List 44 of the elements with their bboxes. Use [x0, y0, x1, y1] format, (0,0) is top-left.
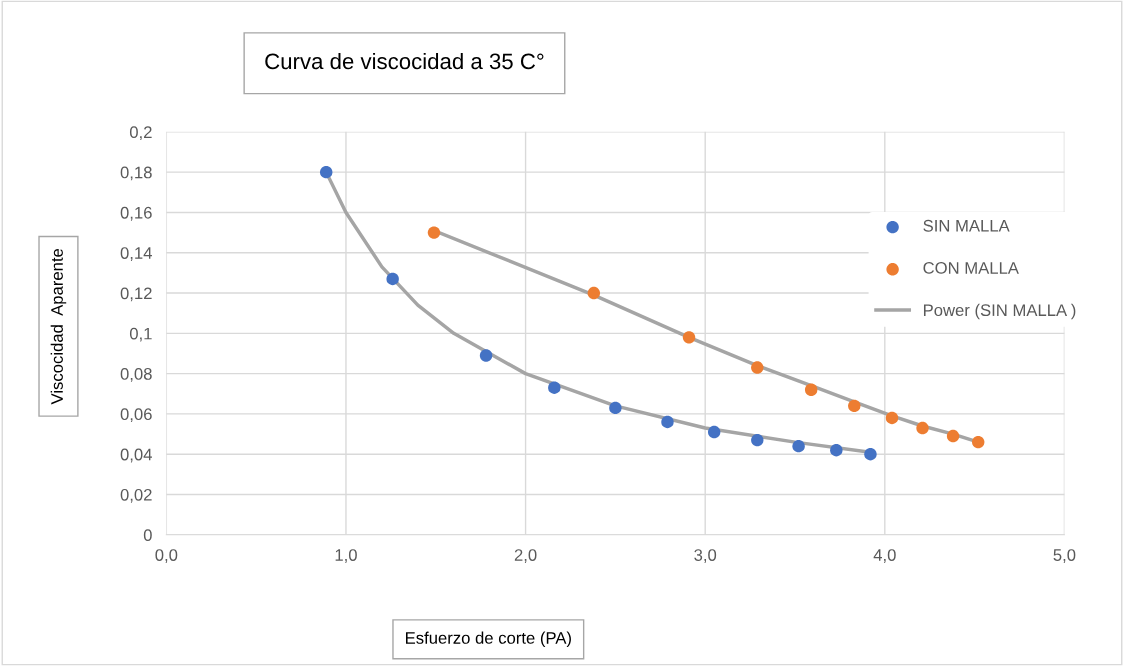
x-tick-label: 0,0 — [155, 549, 178, 563]
y-tick-label: 0,16 — [120, 206, 152, 221]
y-tick-label: 0 — [143, 529, 152, 541]
point — [830, 443, 843, 457]
point — [804, 383, 818, 396]
x-tick-label: 2,0 — [514, 549, 537, 563]
legend-label: SIN MALLA — [923, 219, 1010, 232]
y-tick-label: 0,1 — [129, 327, 152, 342]
y-tick-label: 0,08 — [120, 368, 152, 382]
y-tick-label: 0,18 — [120, 166, 152, 181]
point — [751, 361, 764, 374]
legend-label: CON MALLA — [923, 262, 1019, 274]
x-axis-title: Esfuerzo de corte (PA) — [406, 631, 571, 648]
point — [707, 425, 721, 439]
point — [479, 349, 493, 362]
y-tick-label: 0,2 — [129, 126, 152, 141]
point — [427, 226, 441, 239]
point — [751, 433, 764, 447]
point — [916, 421, 929, 435]
point — [609, 401, 622, 415]
y-axis-title: Viscocidad Aparente — [50, 248, 67, 405]
x-tick-label: 1,0 — [335, 549, 357, 563]
point — [848, 399, 861, 413]
y-tick-label: 0,06 — [120, 408, 152, 423]
point — [587, 286, 601, 300]
point — [682, 331, 696, 344]
point — [320, 165, 333, 179]
point — [661, 415, 674, 429]
x-tick-label: 3,0 — [694, 549, 717, 563]
point — [864, 448, 877, 461]
point — [972, 435, 985, 449]
x-tick-label: 5,0 — [1053, 549, 1076, 563]
x-tick-label: 4,0 — [873, 549, 896, 563]
chart-title: Curva de viscocidad a 35 C° — [265, 52, 544, 70]
y-tick-label: 0,02 — [120, 488, 152, 503]
point — [885, 411, 899, 425]
point — [548, 381, 561, 394]
y-tick-label: 0,12 — [120, 287, 152, 302]
point — [792, 439, 805, 453]
point — [386, 272, 399, 286]
point — [946, 429, 960, 443]
y-tick-label: 0,14 — [120, 247, 152, 261]
legend-label: Power (SIN MALLA ) — [923, 303, 1076, 320]
y-tick-label: 0,04 — [120, 448, 152, 463]
